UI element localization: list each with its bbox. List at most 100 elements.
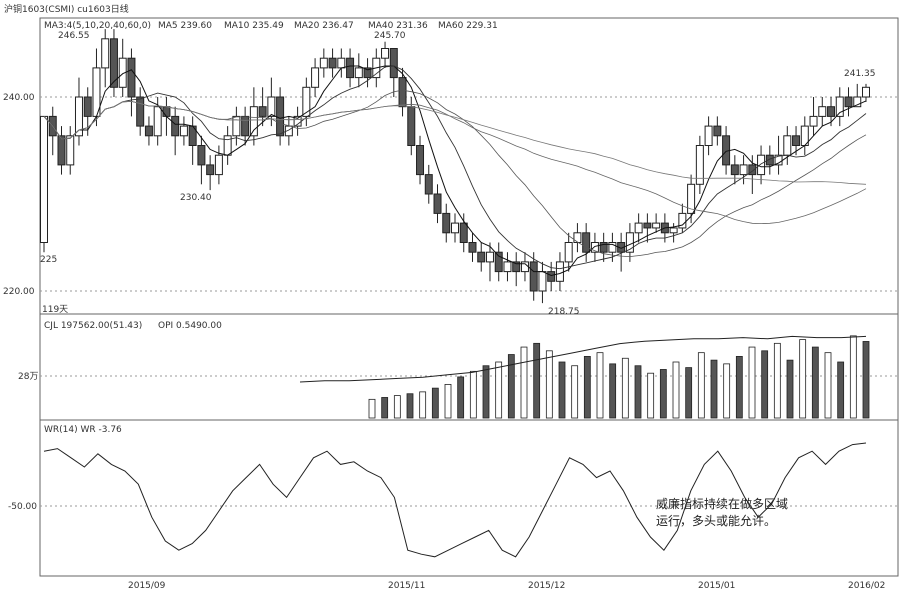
- candle: [179, 116, 188, 146]
- candle: [547, 261, 556, 291]
- candle: [267, 77, 276, 127]
- x-tick-5: 2016/02: [848, 581, 885, 591]
- volume-bar: [799, 339, 807, 419]
- volume-bar: [647, 372, 655, 419]
- candle: [127, 48, 136, 117]
- opi-legend: OPI 0.5490.00: [158, 321, 222, 331]
- volume-bar: [381, 397, 389, 419]
- wr-tick: -50.00: [8, 502, 37, 512]
- candle: [363, 58, 372, 88]
- volume-bar: [507, 354, 515, 419]
- price-marks: [40, 29, 870, 304]
- ma5-legend: MA5 239.60: [158, 21, 212, 31]
- candle: [512, 252, 521, 287]
- candle: [494, 242, 503, 282]
- candle: [66, 126, 75, 175]
- volume-bar: [545, 350, 553, 419]
- candle: [109, 29, 118, 97]
- candle: [40, 115, 48, 253]
- price-tick-240: 240.00: [3, 93, 35, 103]
- candle: [398, 67, 407, 117]
- window-label: 沪铜1603(CSMI) cu1603日线: [4, 3, 129, 15]
- x-tick-2: 2015/11: [388, 581, 425, 591]
- candle: [284, 116, 293, 146]
- volume-bar: [761, 350, 769, 419]
- volume-bar: [609, 363, 617, 419]
- candle: [652, 213, 661, 233]
- ma5-line: [43, 65, 867, 277]
- volume-bar: [723, 363, 731, 419]
- x-tick-3: 2015/12: [528, 581, 565, 591]
- candle: [433, 184, 442, 224]
- candle: [311, 58, 320, 97]
- volume-bar: [558, 361, 566, 419]
- candle: [232, 106, 241, 146]
- candle: [57, 126, 66, 175]
- volume-bar: [596, 352, 604, 419]
- volume-bar: [748, 346, 756, 419]
- candle: [599, 232, 608, 262]
- candle: [241, 106, 250, 146]
- candle: [416, 135, 425, 185]
- candle: [853, 83, 862, 108]
- volume-bar: [469, 370, 477, 419]
- candle: [704, 116, 713, 156]
- volume-bar: [837, 361, 845, 419]
- candle: [818, 97, 827, 127]
- volume-bar: [849, 335, 857, 419]
- volume-bar: [685, 367, 693, 419]
- ma-legend: MA3:4(5,10,20,40,60,0): [44, 21, 151, 31]
- volume-bar: [444, 383, 452, 419]
- volume-bar: [482, 365, 490, 419]
- candle: [835, 87, 844, 127]
- candle: [144, 116, 153, 146]
- volume-bar: [659, 369, 667, 419]
- volume-bar: [431, 387, 439, 419]
- volume-bar: [621, 357, 629, 419]
- price-tick-220: 220.00: [3, 287, 35, 297]
- candle: [459, 213, 468, 253]
- candle: [328, 48, 337, 78]
- candle: [468, 232, 477, 262]
- candle: [249, 87, 258, 146]
- volume-bar: [634, 365, 642, 419]
- volume-bar: [393, 395, 401, 419]
- candle: [171, 106, 180, 156]
- candle: [582, 223, 591, 262]
- volume-bar: [697, 352, 705, 419]
- anno-low-218: 218.75: [548, 307, 580, 317]
- candle: [214, 145, 223, 185]
- candle: [844, 87, 853, 117]
- candle: [564, 232, 573, 272]
- candle: [809, 97, 818, 136]
- volume-bar: [710, 359, 718, 419]
- wr-line: [43, 442, 867, 558]
- candle: [827, 97, 836, 127]
- candle: [765, 145, 774, 175]
- candle: [206, 155, 215, 191]
- volume-bar: [786, 359, 794, 419]
- volume-bar: [419, 391, 427, 419]
- volume-bar: [533, 342, 541, 419]
- volume-bar: [583, 355, 591, 419]
- candle: [792, 126, 801, 156]
- ma60-legend: MA60 229.31: [438, 21, 498, 31]
- candle: [862, 83, 870, 102]
- volume-marks: [299, 335, 870, 419]
- days-label: 119天: [42, 305, 68, 315]
- candle: [389, 48, 398, 97]
- anno-low-225: 225: [40, 255, 57, 265]
- candle: [695, 135, 704, 194]
- candle: [346, 48, 355, 88]
- wr-legend: WR(14) WR -3.76: [44, 425, 122, 435]
- volume-bar: [735, 355, 743, 419]
- x-tick-4: 2015/01: [698, 581, 735, 591]
- anno-low-230: 230.40: [180, 193, 212, 203]
- volume-bar: [811, 346, 819, 419]
- candle: [381, 41, 390, 68]
- volume-bar: [368, 398, 376, 419]
- candle: [643, 213, 652, 243]
- cjl-legend: CJL 197562.00(51.43): [44, 321, 142, 331]
- candle: [573, 223, 582, 253]
